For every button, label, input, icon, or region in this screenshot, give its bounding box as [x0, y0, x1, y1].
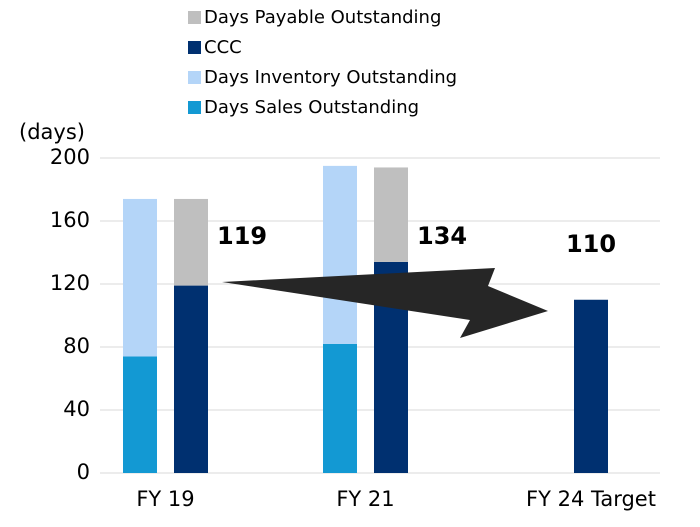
legend-label: Days Sales Outstanding [204, 97, 419, 118]
y-tick-label: 120 [50, 271, 90, 295]
y-tick-label: 80 [63, 334, 90, 358]
bar-segment [123, 356, 157, 473]
x-tick-label: FY 21 [336, 487, 394, 511]
bar-segment [323, 343, 357, 473]
trend-arrow [222, 268, 548, 338]
y-tick-label: 40 [63, 397, 90, 421]
y-tick-label: 160 [50, 208, 90, 232]
bar-segment [374, 167, 408, 262]
legend-label: Days Payable Outstanding [204, 7, 441, 28]
y-tick-label: 200 [50, 145, 90, 169]
x-tick-label: FY 19 [136, 487, 194, 511]
labels: 119 134 110 [217, 222, 616, 258]
data-label: 110 [566, 230, 616, 258]
legend-swatch [188, 11, 201, 24]
bar-segment [123, 198, 157, 357]
bar-segment [323, 165, 357, 344]
legend-swatch [188, 41, 201, 54]
data-label: 119 [217, 222, 267, 250]
legend-label: Days Inventory Outstanding [204, 67, 457, 88]
legend-swatch [188, 101, 201, 114]
bar-segment [174, 198, 208, 286]
y-tick-label: 0 [77, 460, 90, 484]
legend-swatch [188, 71, 201, 84]
bar-segment [174, 285, 208, 473]
y-axis-label: (days) [19, 120, 85, 144]
x-tick-label: FY 24 Target [526, 487, 656, 511]
legend-label: CCC [204, 37, 242, 58]
plot: 0 40 80 120 160 200 Days Payable Outstanding CC… [50, 7, 660, 511]
data-label: 134 [417, 222, 467, 250]
bar-segment [574, 299, 608, 473]
